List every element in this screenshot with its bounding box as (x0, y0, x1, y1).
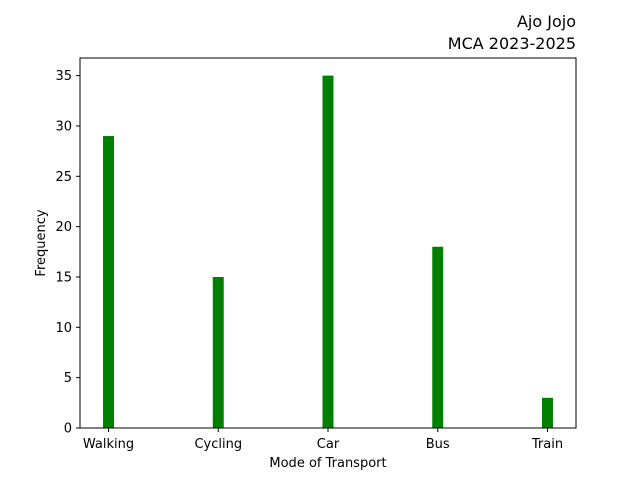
bars-layer (103, 75, 553, 428)
bar-bus (432, 246, 444, 428)
y-tick-label: 25 (55, 170, 72, 185)
x-tick-label-train: Train (531, 437, 563, 452)
y-tick-label: 35 (55, 69, 72, 84)
y-tick-label: 10 (55, 321, 72, 336)
bar-car (322, 75, 334, 428)
plot-frame (79, 57, 577, 429)
y-axis-label: Frequency (34, 209, 49, 276)
bar-walking (103, 136, 115, 428)
y-tick-label: 0 (64, 422, 72, 437)
x-tick-label-car: Car (317, 437, 340, 452)
y-tick-label: 5 (64, 371, 72, 386)
y-tick-label: 30 (55, 119, 72, 134)
y-axis-ticks: 0 5 10 15 20 25 30 35 (55, 69, 80, 437)
y-tick-label: 15 (55, 270, 72, 285)
chart-title-line-1: Ajo Jojo (516, 12, 576, 31)
chart-title-line-2: MCA 2023-2025 (447, 34, 576, 53)
y-tick-label: 20 (55, 220, 72, 235)
bar-train (541, 397, 553, 428)
bar-cycling (212, 276, 224, 428)
x-tick-label-walking: Walking (83, 437, 134, 452)
x-tick-label-cycling: Cycling (194, 437, 242, 452)
x-axis-label: Mode of Transport (269, 456, 386, 471)
x-tick-label-bus: Bus (426, 437, 450, 452)
x-axis-ticks: Walking Cycling Car Bus Train (83, 428, 563, 452)
